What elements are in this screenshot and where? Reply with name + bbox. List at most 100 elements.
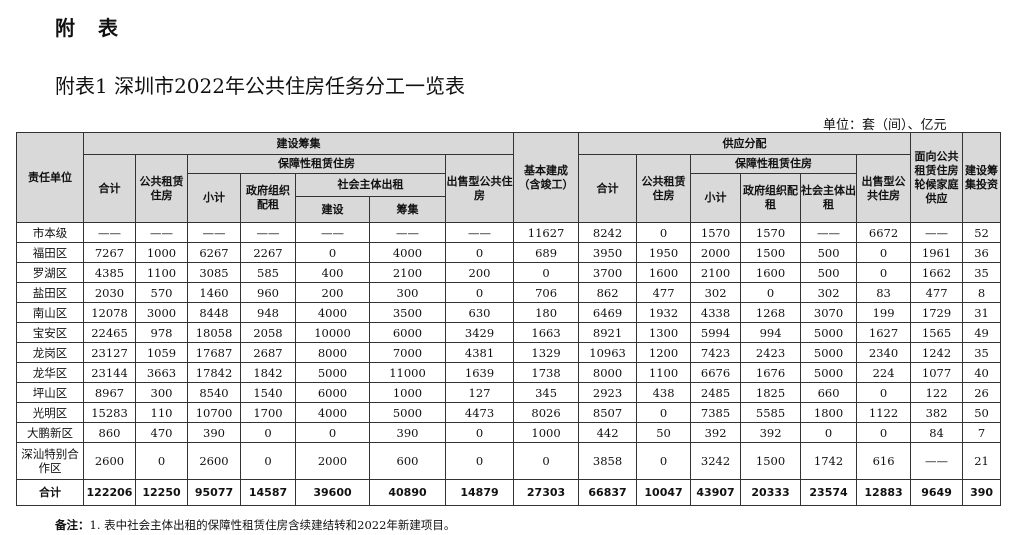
value-cell: 390: [962, 479, 1002, 506]
value-cell: 95077: [187, 479, 241, 506]
value-cell: ——: [910, 222, 964, 243]
value-cell: 15283: [83, 402, 136, 423]
header-supply-subtotal: 小计: [690, 173, 742, 223]
table-row: 龙岗区 23127 1059 17687 2687 8000 7000 4381 1329 109…: [16, 342, 1002, 363]
unit-cell: 龙岗区: [16, 342, 84, 363]
unit-cell: 合计: [16, 479, 84, 506]
value-cell: 49: [962, 322, 1002, 343]
value-cell: 1842: [240, 362, 296, 383]
value-cell: 0: [856, 242, 912, 263]
value-cell: 8000: [578, 362, 638, 383]
value-cell: 862: [578, 282, 638, 303]
value-cell: 600: [369, 442, 446, 480]
value-cell: 11627: [513, 222, 580, 243]
value-cell: 4385: [83, 262, 136, 283]
value-cell: 8: [962, 282, 1002, 303]
table-row: 市本级 —— —— —— —— —— —— —— 11627 8242 0 1570 1570 —— 667…: [16, 222, 1002, 243]
value-cell: 23144: [83, 362, 136, 383]
value-cell: 570: [135, 282, 188, 303]
value-cell: ——: [910, 442, 964, 480]
value-cell: 500: [800, 262, 858, 283]
value-cell: 5994: [690, 322, 742, 343]
value-cell: 14587: [240, 479, 296, 506]
value-cell: 20333: [740, 479, 802, 506]
unit-cell: 盐田区: [16, 282, 84, 303]
value-cell: 1100: [135, 262, 188, 283]
value-cell: 122206: [83, 479, 136, 506]
value-cell: 200: [295, 282, 370, 303]
value-cell: 2600: [187, 442, 241, 480]
value-cell: 110: [135, 402, 188, 423]
header-waiting-supply: 面向公共租赁住房轮候家庭供应: [910, 132, 964, 223]
value-cell: 1540: [240, 382, 296, 403]
value-cell: 12883: [856, 479, 912, 506]
value-cell: 1268: [740, 302, 802, 323]
value-cell: 400: [295, 262, 370, 283]
value-cell: 4000: [295, 302, 370, 323]
value-cell: 36: [962, 242, 1002, 263]
value-cell: 0: [240, 442, 296, 480]
value-cell: 0: [636, 222, 692, 243]
unit-cell: 福田区: [16, 242, 84, 263]
table-row: 坪山区 8967 300 8540 1540 6000 1000 127 345 2923 438 2…: [16, 382, 1002, 403]
header-supply-public-rental: 公共租赁住房: [636, 154, 692, 223]
value-cell: 1329: [513, 342, 580, 363]
value-cell: 8000: [295, 342, 370, 363]
value-cell: 2600: [83, 442, 136, 480]
value-cell: 860: [83, 422, 136, 443]
value-cell: 616: [856, 442, 912, 480]
value-cell: 1242: [910, 342, 964, 363]
value-cell: 8242: [578, 222, 638, 243]
value-cell: 5000: [800, 322, 858, 343]
value-cell: 10047: [636, 479, 692, 506]
value-cell: ——: [800, 222, 858, 243]
value-cell: 31: [962, 302, 1002, 323]
value-cell: 1676: [740, 362, 802, 383]
value-cell: 1000: [513, 422, 580, 443]
value-cell: 0: [513, 442, 580, 480]
header-build-social-rental: 社会主体出租: [295, 173, 446, 197]
value-cell: 660: [800, 382, 858, 403]
header-unit: 责任单位: [16, 132, 84, 223]
table-row: 盐田区 2030 570 1460 960 200 300 0 706 862 477 302 0 302…: [16, 282, 1002, 303]
unit-cell: 市本级: [16, 222, 84, 243]
value-cell: 630: [444, 302, 515, 323]
value-cell: 3700: [578, 262, 638, 283]
value-cell: 43907: [690, 479, 742, 506]
unit-cell: 罗湖区: [16, 262, 84, 283]
value-cell: 26: [962, 382, 1002, 403]
value-cell: 7000: [369, 342, 446, 363]
value-cell: 10700: [187, 402, 241, 423]
total-row: 合计 122206 12250 95077 14587 39600 40890 14879 27…: [16, 479, 1002, 506]
value-cell: 122: [910, 382, 964, 403]
value-cell: 1627: [856, 322, 912, 343]
value-cell: 3000: [135, 302, 188, 323]
value-cell: 35: [962, 262, 1002, 283]
value-cell: 0: [295, 242, 370, 263]
table-row: 大鹏新区 860 470 390 0 0 390 0 1000 442 50 392 392 0 0 84 7: [16, 422, 1002, 443]
value-cell: 83: [856, 282, 912, 303]
unit-cell: 南山区: [16, 302, 84, 323]
value-cell: 477: [636, 282, 692, 303]
value-cell: 390: [187, 422, 241, 443]
value-cell: 300: [135, 382, 188, 403]
value-cell: ——: [83, 222, 136, 243]
value-cell: 40: [962, 362, 1002, 383]
value-cell: 1200: [636, 342, 692, 363]
value-cell: 3085: [187, 262, 241, 283]
value-cell: 12250: [135, 479, 188, 506]
value-cell: 1738: [513, 362, 580, 383]
value-cell: 0: [513, 262, 580, 283]
value-cell: 127: [444, 382, 515, 403]
value-cell: 6000: [295, 382, 370, 403]
table-title: 附表1 深圳市2022年公共住房任务分工一览表: [55, 74, 465, 98]
table-row: 宝安区 22465 978 18058 2058 10000 6000 3429 1663 892…: [16, 322, 1002, 343]
unit-cell: 宝安区: [16, 322, 84, 343]
value-cell: 199: [856, 302, 912, 323]
value-cell: 5585: [740, 402, 802, 423]
header-supply-for-sale: 出售型公共住房: [856, 154, 912, 223]
value-cell: 300: [369, 282, 446, 303]
value-cell: 302: [690, 282, 742, 303]
value-cell: 994: [740, 322, 802, 343]
value-cell: 1662: [910, 262, 964, 283]
